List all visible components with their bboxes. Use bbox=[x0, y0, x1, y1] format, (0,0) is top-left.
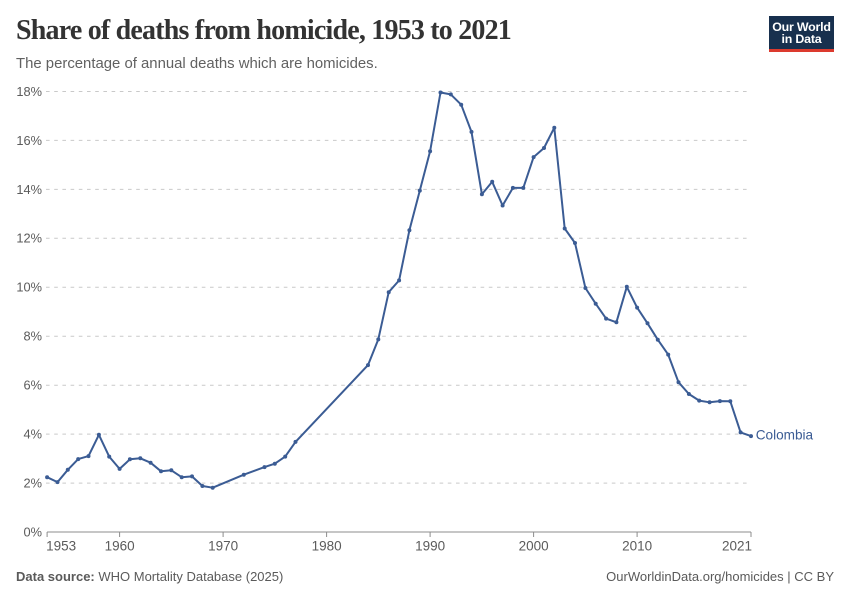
svg-text:12%: 12% bbox=[16, 231, 42, 246]
svg-text:1960: 1960 bbox=[105, 539, 135, 554]
svg-text:0%: 0% bbox=[24, 524, 43, 539]
svg-text:2010: 2010 bbox=[622, 539, 652, 554]
svg-text:18%: 18% bbox=[16, 84, 42, 99]
svg-text:14%: 14% bbox=[16, 182, 42, 197]
svg-text:10%: 10% bbox=[16, 280, 42, 295]
svg-text:2000: 2000 bbox=[519, 539, 549, 554]
svg-text:2%: 2% bbox=[24, 476, 43, 491]
svg-text:1953: 1953 bbox=[46, 539, 76, 554]
svg-text:1970: 1970 bbox=[208, 539, 238, 554]
svg-text:8%: 8% bbox=[24, 329, 43, 344]
svg-text:2021: 2021 bbox=[722, 539, 752, 554]
svg-text:6%: 6% bbox=[24, 378, 43, 393]
svg-text:1980: 1980 bbox=[312, 539, 342, 554]
svg-text:16%: 16% bbox=[16, 133, 42, 148]
svg-text:1990: 1990 bbox=[415, 539, 445, 554]
svg-text:4%: 4% bbox=[24, 427, 43, 442]
svg-text:Colombia: Colombia bbox=[756, 428, 814, 443]
